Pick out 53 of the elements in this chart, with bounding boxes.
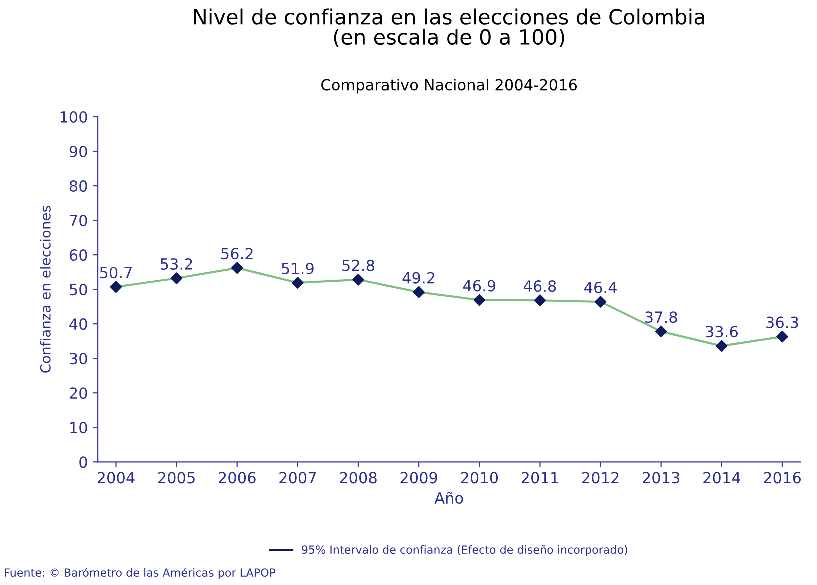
data-label: 46.8 [524,280,556,292]
x-tick-label: 2009 [400,472,438,484]
data-label: 37.8 [646,312,678,324]
legend-label: 95% Intervalo de confianza (Efecto de diseño incorporado) [302,545,628,556]
y-tick-label: 40 [70,318,88,330]
data-label: 50.7 [100,267,132,279]
point [292,277,304,289]
x-tick-label: 2006 [219,472,256,484]
y-tick-label: 80 [70,180,88,192]
y-tick-label: 70 [70,215,88,227]
y-tick-label: 100 [60,111,88,124]
y-tick-label: 0 [80,456,88,468]
x-tick-label: 2008 [340,472,377,484]
y-tick-label: 50 [70,284,88,296]
y-tick-label: 10 [70,422,88,434]
chart-subtitle: Comparativo Nacional 2004-2016 [322,78,578,94]
x-tick-label: 2012 [582,472,619,484]
y-tick-label: 60 [70,250,88,262]
point [110,281,122,294]
data-label: 33.6 [706,326,738,338]
point [170,272,183,284]
point [776,330,788,343]
data-label: 36.3 [766,316,798,328]
data-label: 46.9 [463,280,496,292]
data-label: 53.2 [160,258,192,270]
x-axis-title: Año [434,492,464,504]
point [534,294,546,307]
data-label: 46.4 [584,282,617,294]
point [231,262,244,274]
point [716,340,728,352]
x-tick-label: 2007 [280,472,316,484]
source-note: Fuente: © Barómetro de las Américas por LAPOP [5,568,276,580]
x-tick-label: 2016 [764,472,801,484]
x-tick-label: 2005 [158,472,195,484]
x-tick-label: 2004 [98,472,135,484]
data-label: 49.2 [402,272,435,284]
y-tick-label: 20 [70,388,88,400]
point [655,326,668,338]
data-label: 52.8 [342,260,374,272]
point [413,286,425,298]
y-tick-label: 30 [70,353,88,365]
data-label: 56.2 [222,248,253,260]
y-tick-label: 90 [70,146,88,158]
point [474,294,486,306]
chart-title: Nivel de confianza en las elecciones de Colombia (en escala de 0 a 100) [194,8,704,48]
point [352,274,364,286]
point [594,296,607,308]
x-tick-label: 2010 [461,472,498,484]
data-label: 51.9 [282,262,314,274]
y-axis-title: Confianza en elecciones [40,206,51,373]
x-tick-label: 2011 [522,472,558,484]
x-tick-label: 2014 [704,472,740,484]
x-tick-label: 2013 [643,472,680,484]
